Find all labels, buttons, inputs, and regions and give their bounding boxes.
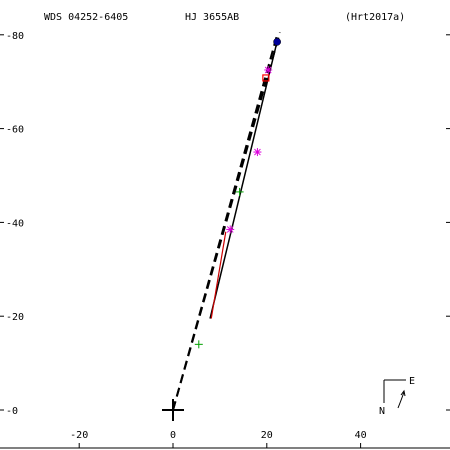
y-axis-ticks: -0 -20 -40 -60 -80 [0,31,450,417]
compass-rose: E N [379,376,415,417]
y-tick-label: -0 [6,406,18,417]
compass-motion-arrow [397,391,405,409]
asterisk-stroke [264,66,272,74]
plus-data-point [235,187,244,196]
dashed-line [172,32,281,411]
asterisk-stroke [226,226,234,233]
compass-arrow-head [400,389,406,397]
y-tick-label: -20 [6,312,24,323]
plus-data-point [194,340,203,349]
orbit-arc [209,39,279,319]
y-tick-label: -40 [6,218,24,229]
x-tick-label: 0 [170,430,176,441]
x-tick-label: -20 [70,430,88,441]
circle-data-point [273,37,281,46]
chart-marks [162,32,281,421]
y-tick-label: -80 [6,31,24,42]
asterisk-data-point [264,65,273,74]
asterisk-data-point [253,148,262,157]
asterisk-data-point [226,225,235,234]
header-pair-name: HJ 3655AB [185,12,239,23]
square-data-point [262,74,270,82]
x-tick-label: 40 [355,430,367,441]
y-tick-label: -60 [6,125,24,136]
compass-east-label: E [409,376,415,387]
x-tick-label: 20 [261,430,273,441]
residual-line [210,231,227,319]
x-axis-ticks: -20 0 20 40 [70,430,367,448]
header-reference: (Hrt2017a) [345,12,405,23]
compass-north-label: N [379,406,385,417]
asterisk-stroke [254,148,261,156]
header-wds-id: WDS 04252-6405 [44,12,128,23]
